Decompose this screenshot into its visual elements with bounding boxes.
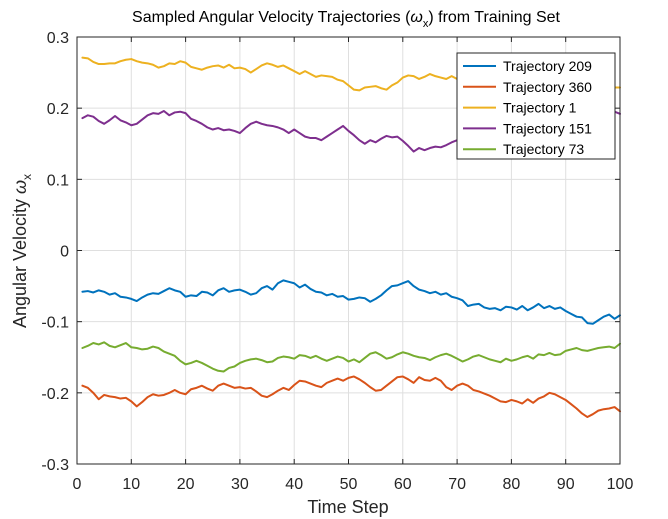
series-line-trajectory-209 — [81, 279, 621, 325]
legend-label: Trajectory 151 — [503, 120, 592, 136]
y-axis-label: Angular Velocity ωx — [10, 174, 34, 328]
series-line-trajectory-73 — [81, 341, 621, 373]
legend-label: Trajectory 73 — [503, 141, 584, 157]
y-tick-label: 0.1 — [47, 172, 69, 189]
legend-item-trajectory-209: Trajectory 209 — [463, 58, 592, 74]
x-axis-label: Time Step — [307, 497, 388, 517]
x-tick-label: 90 — [557, 476, 575, 493]
plot-area — [76, 36, 621, 465]
y-tick-labels: -0.3 -0.2 -0.1 0 0.1 0.2 0.3 — [41, 30, 69, 474]
x-tick-label: 100 — [607, 476, 634, 493]
y-tick-label: -0.2 — [41, 386, 69, 403]
legend-box — [456, 52, 616, 160]
x-tick-label: 40 — [285, 476, 303, 493]
x-tick-label: 60 — [394, 476, 412, 493]
legend-label: Trajectory 360 — [503, 79, 592, 95]
legend-item-trajectory-151: Trajectory 151 — [463, 120, 592, 136]
y-tick-label: -0.3 — [41, 457, 69, 474]
legend: Trajectory 209 Trajectory 360 Trajectory 1… — [456, 52, 616, 160]
x-tick-label: 50 — [340, 476, 358, 493]
x-tick-label: 70 — [448, 476, 466, 493]
y-tick-label: -0.1 — [41, 315, 69, 332]
y-tick-label: 0.3 — [47, 30, 69, 47]
y-tick-label: 0.2 — [47, 101, 69, 118]
series-line-trajectory-360 — [81, 375, 621, 419]
tick-marks — [76, 36, 621, 465]
legend-label: Trajectory 1 — [503, 100, 577, 116]
legend-item-trajectory-1: Trajectory 1 — [463, 100, 577, 116]
chart-title: Sampled Angular Velocity Trajectories (ω… — [132, 9, 560, 30]
x-tick-label: 0 — [73, 476, 82, 493]
legend-label: Trajectory 209 — [503, 58, 592, 74]
x-tick-labels: 0 10 20 30 40 50 60 70 80 90 100 — [73, 476, 634, 493]
y-tick-label: 0 — [60, 244, 69, 261]
x-tick-label: 20 — [177, 476, 195, 493]
x-tick-label: 80 — [503, 476, 521, 493]
legend-item-trajectory-73: Trajectory 73 — [463, 141, 584, 157]
legend-item-trajectory-360: Trajectory 360 — [463, 79, 592, 95]
x-tick-label: 30 — [231, 476, 249, 493]
x-tick-label: 10 — [122, 476, 140, 493]
